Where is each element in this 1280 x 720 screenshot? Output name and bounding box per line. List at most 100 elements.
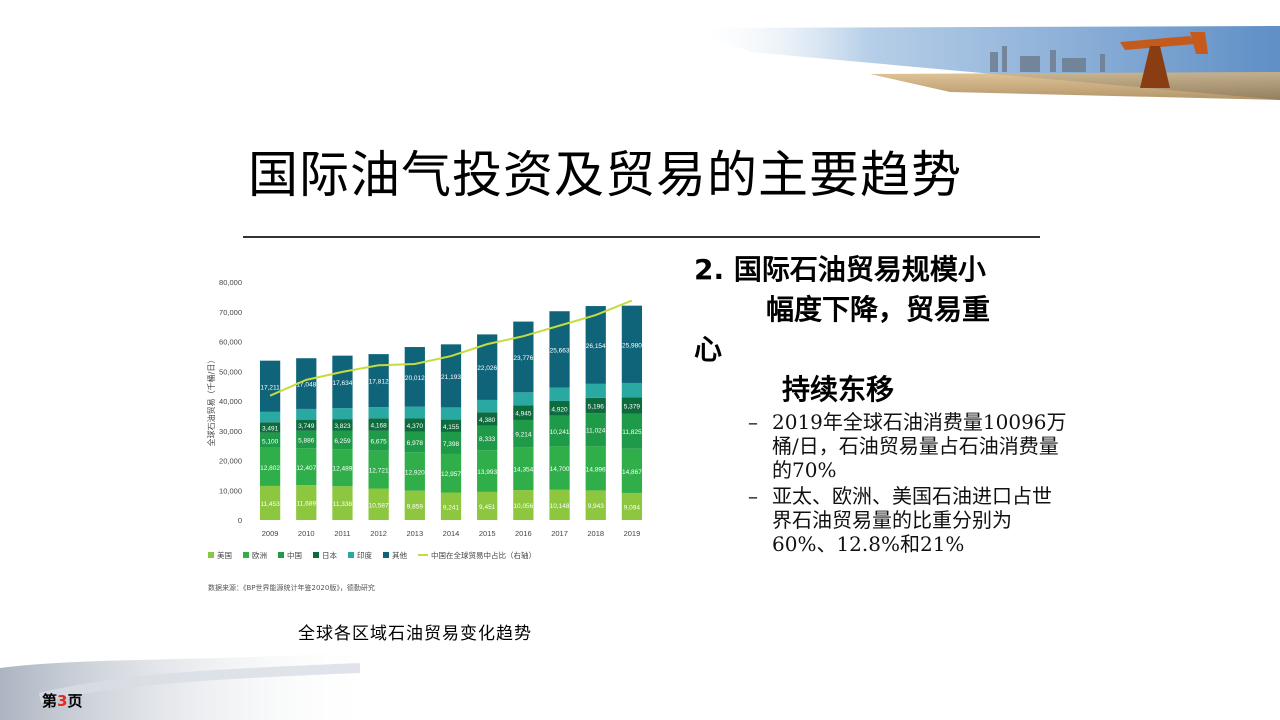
bar-segment bbox=[477, 399, 498, 413]
x-tick-label: 2011 bbox=[334, 529, 350, 538]
bar-segment bbox=[404, 431, 425, 453]
bar-segment bbox=[477, 412, 498, 426]
data-label: 9,214 bbox=[515, 432, 532, 439]
legend-swatch bbox=[208, 552, 214, 558]
x-tick-label: 2017 bbox=[551, 529, 568, 538]
x-tick-label: 2013 bbox=[406, 529, 423, 538]
bar-segment bbox=[513, 447, 534, 491]
data-label: 9,241 bbox=[443, 504, 460, 511]
chart-source: 数据来源：《BP世界能源统计年鉴2020版》，德勤研究 bbox=[208, 583, 375, 592]
data-label: 17,634 bbox=[333, 380, 353, 387]
bar-segment bbox=[332, 449, 353, 487]
bar-segment bbox=[513, 405, 534, 420]
section-heading: 2. 国际石油贸易规模小 幅度下降，贸易重 心 持续东移 bbox=[694, 250, 1074, 410]
data-label: 12,407 bbox=[296, 465, 316, 472]
bar-segment bbox=[368, 488, 389, 520]
data-label: 11,338 bbox=[333, 501, 353, 508]
data-label: 4,168 bbox=[370, 423, 387, 430]
data-label: 12,721 bbox=[369, 468, 389, 475]
data-label: 9,859 bbox=[407, 503, 424, 510]
bullet-item: – 亚太、欧洲、美国石油进口占世界石油贸易量的比重分别为60%、12.8%和21… bbox=[748, 484, 1068, 556]
data-label: 11,825 bbox=[622, 429, 642, 436]
data-label: 12,802 bbox=[260, 465, 280, 472]
data-label: 17,812 bbox=[369, 379, 389, 386]
bar-segment bbox=[404, 406, 425, 419]
data-label: 11,689 bbox=[297, 501, 317, 508]
bullet-marker: – bbox=[748, 410, 758, 434]
bar-segment bbox=[368, 407, 389, 419]
bar-segment bbox=[440, 419, 462, 432]
bar-segment bbox=[440, 344, 462, 408]
y-tick-label: 0 bbox=[238, 516, 242, 525]
bar-segment bbox=[332, 419, 353, 431]
bar-segment bbox=[585, 446, 606, 491]
bar-segment bbox=[477, 450, 498, 492]
bar-segment bbox=[549, 387, 570, 401]
share-line bbox=[269, 299, 633, 397]
bullet-text: 亚太、欧洲、美国石油进口占世界石油贸易量的比重分别为60%、12.8%和21% bbox=[772, 484, 1052, 556]
data-label: 3,491 bbox=[262, 425, 279, 432]
data-label: 12,957 bbox=[441, 471, 461, 478]
legend-label: 其他 bbox=[392, 550, 407, 560]
heading-line-3: 心 bbox=[694, 333, 723, 366]
y-tick-label: 50,000 bbox=[219, 367, 242, 376]
data-label: 20,012 bbox=[405, 375, 425, 382]
bar-segment bbox=[296, 430, 317, 449]
legend-swatch bbox=[243, 552, 249, 558]
bar-segment bbox=[549, 311, 570, 388]
data-label: 3,823 bbox=[334, 423, 351, 430]
bar-segment bbox=[513, 321, 534, 393]
data-label: 12,489 bbox=[333, 466, 353, 473]
y-tick-label: 70,000 bbox=[219, 308, 242, 317]
legend-label: 中国 bbox=[287, 550, 302, 560]
legend-swatch bbox=[313, 552, 319, 558]
data-label: 6,259 bbox=[334, 438, 351, 445]
data-label: 14,700 bbox=[550, 466, 570, 473]
legend-swatch bbox=[383, 552, 389, 558]
bar-segment bbox=[621, 492, 643, 520]
bar-segment bbox=[332, 486, 353, 520]
bar-segment bbox=[259, 360, 281, 412]
x-tick-label: 2018 bbox=[587, 529, 604, 538]
bar-segment bbox=[259, 432, 281, 448]
y-tick-label: 40,000 bbox=[219, 397, 242, 406]
x-tick-label: 2014 bbox=[443, 529, 460, 538]
bullet-marker: – bbox=[748, 484, 758, 508]
stacked-bar-chart: 0 10,000 20,000 30,000 40,000 50,000 60,000 70,… bbox=[200, 268, 670, 598]
bar-segment bbox=[585, 397, 606, 414]
bar-segment bbox=[440, 407, 462, 420]
legend-swatch bbox=[348, 552, 354, 558]
data-label: 12,920 bbox=[405, 469, 425, 476]
bar-segment bbox=[368, 354, 389, 408]
heading-line-2: 幅度下降，贸易重 bbox=[766, 293, 991, 326]
bar-segment bbox=[621, 448, 643, 493]
bullet-item: – 2019年全球石油消费量10096万桶/日，石油贸易量占石油消费量的70% bbox=[748, 410, 1068, 482]
data-label: 14,354 bbox=[513, 467, 533, 474]
data-label: 9,943 bbox=[588, 503, 605, 510]
bar-segment bbox=[404, 452, 425, 491]
bar-segment bbox=[477, 425, 498, 451]
bar-segment bbox=[259, 485, 281, 520]
data-label: 4,370 bbox=[407, 423, 424, 430]
bar-segment bbox=[549, 446, 570, 490]
data-label: 17,211 bbox=[260, 384, 280, 391]
data-label: 13,993 bbox=[477, 469, 497, 476]
page-suffix: 页 bbox=[67, 692, 83, 710]
bar-segment bbox=[440, 431, 462, 454]
title-divider bbox=[243, 236, 1040, 238]
bar-segment bbox=[368, 430, 389, 451]
data-label: 14,867 bbox=[622, 469, 642, 476]
footer-decoration-image bbox=[0, 648, 380, 720]
data-label: 5,100 bbox=[262, 438, 279, 445]
x-tick-label: 2015 bbox=[479, 529, 496, 538]
page-number-value: 3 bbox=[57, 692, 68, 710]
data-label: 25,663 bbox=[550, 347, 570, 354]
y-tick-label: 80,000 bbox=[219, 278, 242, 287]
data-label: 4,920 bbox=[551, 406, 568, 413]
data-label: 8,333 bbox=[479, 436, 496, 443]
x-tick-label: 2019 bbox=[624, 529, 641, 538]
data-label: 4,945 bbox=[515, 411, 532, 418]
data-label: 10,056 bbox=[513, 503, 533, 510]
bullet-text: 2019年全球石油消费量10096万桶/日，石油贸易量占石油消费量的70% bbox=[772, 410, 1067, 482]
chart-caption: 全球各区域石油贸易变化趋势 bbox=[298, 624, 532, 644]
